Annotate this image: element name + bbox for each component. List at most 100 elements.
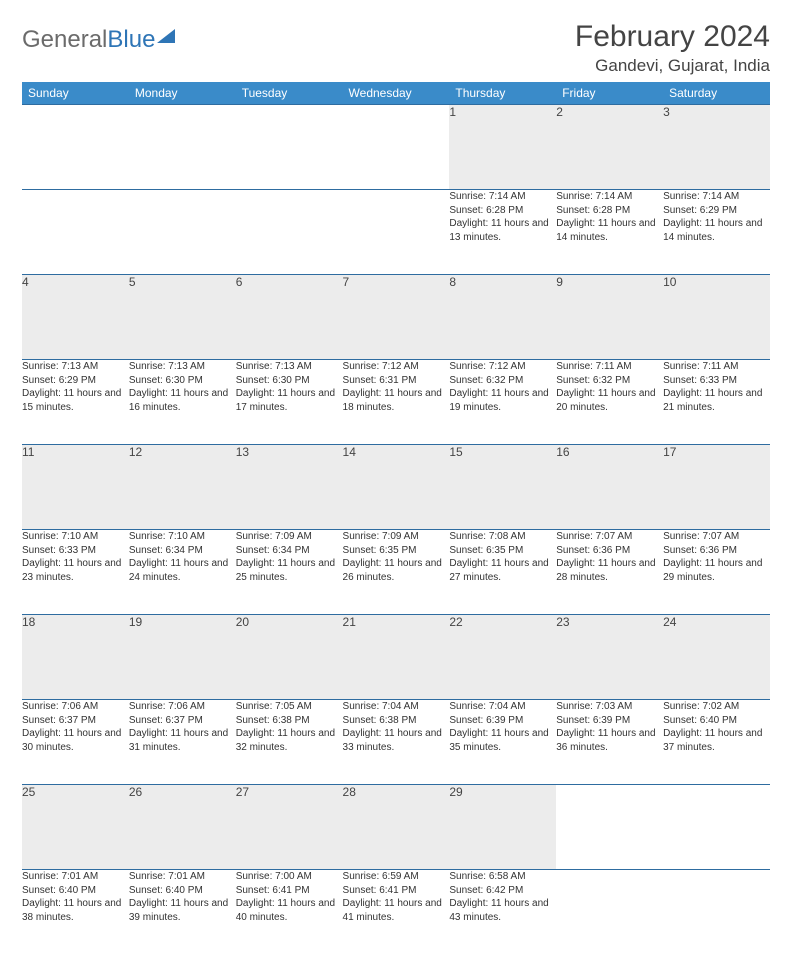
daylight-line: Daylight: 11 hours and 14 minutes. bbox=[556, 217, 663, 244]
day-detail-cell: Sunrise: 7:13 AMSunset: 6:30 PMDaylight:… bbox=[236, 360, 343, 445]
sunrise-line: Sunrise: 7:04 AM bbox=[449, 700, 556, 714]
day-number-cell: 29 bbox=[449, 785, 556, 870]
sunset-line: Sunset: 6:32 PM bbox=[556, 374, 663, 388]
sunset-line: Sunset: 6:38 PM bbox=[236, 714, 343, 728]
day-detail-cell: Sunrise: 7:14 AMSunset: 6:28 PMDaylight:… bbox=[556, 190, 663, 275]
daylight-line: Daylight: 11 hours and 43 minutes. bbox=[449, 897, 556, 924]
day-detail-cell: Sunrise: 7:13 AMSunset: 6:29 PMDaylight:… bbox=[22, 360, 129, 445]
day-detail-row: Sunrise: 7:06 AMSunset: 6:37 PMDaylight:… bbox=[22, 700, 770, 785]
sunrise-line: Sunrise: 7:11 AM bbox=[556, 360, 663, 374]
weekday-header: Monday bbox=[129, 82, 236, 105]
day-number-cell: 13 bbox=[236, 445, 343, 530]
daylight-line: Daylight: 11 hours and 41 minutes. bbox=[343, 897, 450, 924]
daylight-line: Daylight: 11 hours and 31 minutes. bbox=[129, 727, 236, 754]
daylight-line: Daylight: 11 hours and 20 minutes. bbox=[556, 387, 663, 414]
day-number-cell: 11 bbox=[22, 445, 129, 530]
daylight-line: Daylight: 11 hours and 26 minutes. bbox=[343, 557, 450, 584]
sunrise-line: Sunrise: 7:10 AM bbox=[22, 530, 129, 544]
day-detail-cell: Sunrise: 7:11 AMSunset: 6:33 PMDaylight:… bbox=[663, 360, 770, 445]
day-number-cell bbox=[343, 105, 450, 190]
day-number-cell: 24 bbox=[663, 615, 770, 700]
sunset-line: Sunset: 6:41 PM bbox=[236, 884, 343, 898]
day-detail-cell: Sunrise: 7:08 AMSunset: 6:35 PMDaylight:… bbox=[449, 530, 556, 615]
daylight-line: Daylight: 11 hours and 19 minutes. bbox=[449, 387, 556, 414]
weekday-header: Saturday bbox=[663, 82, 770, 105]
day-detail-cell: Sunrise: 7:10 AMSunset: 6:34 PMDaylight:… bbox=[129, 530, 236, 615]
calendar-table: SundayMondayTuesdayWednesdayThursdayFrid… bbox=[22, 82, 770, 955]
logo-triangle-icon bbox=[157, 29, 175, 43]
day-detail-cell: Sunrise: 7:06 AMSunset: 6:37 PMDaylight:… bbox=[129, 700, 236, 785]
sunrise-line: Sunrise: 7:01 AM bbox=[22, 870, 129, 884]
day-number-cell: 25 bbox=[22, 785, 129, 870]
day-number-cell: 17 bbox=[663, 445, 770, 530]
sunset-line: Sunset: 6:34 PM bbox=[236, 544, 343, 558]
sunrise-line: Sunrise: 7:10 AM bbox=[129, 530, 236, 544]
day-detail-row: Sunrise: 7:14 AMSunset: 6:28 PMDaylight:… bbox=[22, 190, 770, 275]
sunrise-line: Sunrise: 7:09 AM bbox=[343, 530, 450, 544]
day-detail-cell: Sunrise: 7:09 AMSunset: 6:34 PMDaylight:… bbox=[236, 530, 343, 615]
daylight-line: Daylight: 11 hours and 13 minutes. bbox=[449, 217, 556, 244]
daylight-line: Daylight: 11 hours and 25 minutes. bbox=[236, 557, 343, 584]
sunrise-line: Sunrise: 7:09 AM bbox=[236, 530, 343, 544]
day-number-cell bbox=[129, 105, 236, 190]
day-detail-cell bbox=[663, 870, 770, 955]
daylight-line: Daylight: 11 hours and 14 minutes. bbox=[663, 217, 770, 244]
daylight-line: Daylight: 11 hours and 38 minutes. bbox=[22, 897, 129, 924]
day-detail-cell: Sunrise: 7:01 AMSunset: 6:40 PMDaylight:… bbox=[129, 870, 236, 955]
weekday-header: Sunday bbox=[22, 82, 129, 105]
weekday-header: Thursday bbox=[449, 82, 556, 105]
logo: GeneralBlue bbox=[22, 26, 175, 54]
day-number-cell: 26 bbox=[129, 785, 236, 870]
sunset-line: Sunset: 6:35 PM bbox=[449, 544, 556, 558]
sunset-line: Sunset: 6:34 PM bbox=[129, 544, 236, 558]
day-number-cell: 1 bbox=[449, 105, 556, 190]
daylight-line: Daylight: 11 hours and 29 minutes. bbox=[663, 557, 770, 584]
sunrise-line: Sunrise: 7:03 AM bbox=[556, 700, 663, 714]
day-detail-row: Sunrise: 7:01 AMSunset: 6:40 PMDaylight:… bbox=[22, 870, 770, 955]
sunrise-line: Sunrise: 7:07 AM bbox=[663, 530, 770, 544]
daylight-line: Daylight: 11 hours and 36 minutes. bbox=[556, 727, 663, 754]
sunrise-line: Sunrise: 7:13 AM bbox=[22, 360, 129, 374]
weekday-header-row: SundayMondayTuesdayWednesdayThursdayFrid… bbox=[22, 82, 770, 105]
weekday-header: Wednesday bbox=[343, 82, 450, 105]
sunset-line: Sunset: 6:39 PM bbox=[556, 714, 663, 728]
day-detail-cell: Sunrise: 7:11 AMSunset: 6:32 PMDaylight:… bbox=[556, 360, 663, 445]
sunset-line: Sunset: 6:32 PM bbox=[449, 374, 556, 388]
sunrise-line: Sunrise: 7:04 AM bbox=[343, 700, 450, 714]
sunrise-line: Sunrise: 7:07 AM bbox=[556, 530, 663, 544]
day-number-cell: 19 bbox=[129, 615, 236, 700]
daylight-line: Daylight: 11 hours and 16 minutes. bbox=[129, 387, 236, 414]
sunset-line: Sunset: 6:28 PM bbox=[556, 204, 663, 218]
day-detail-cell: Sunrise: 7:00 AMSunset: 6:41 PMDaylight:… bbox=[236, 870, 343, 955]
day-number-cell: 16 bbox=[556, 445, 663, 530]
daylight-line: Daylight: 11 hours and 17 minutes. bbox=[236, 387, 343, 414]
day-number-cell: 10 bbox=[663, 275, 770, 360]
daylight-line: Daylight: 11 hours and 40 minutes. bbox=[236, 897, 343, 924]
day-number-row: 18192021222324 bbox=[22, 615, 770, 700]
sunset-line: Sunset: 6:33 PM bbox=[22, 544, 129, 558]
sunset-line: Sunset: 6:39 PM bbox=[449, 714, 556, 728]
sunset-line: Sunset: 6:40 PM bbox=[22, 884, 129, 898]
day-detail-cell: Sunrise: 7:07 AMSunset: 6:36 PMDaylight:… bbox=[663, 530, 770, 615]
day-number-cell: 27 bbox=[236, 785, 343, 870]
sunset-line: Sunset: 6:40 PM bbox=[663, 714, 770, 728]
sunrise-line: Sunrise: 7:08 AM bbox=[449, 530, 556, 544]
day-number-cell: 7 bbox=[343, 275, 450, 360]
daylight-line: Daylight: 11 hours and 32 minutes. bbox=[236, 727, 343, 754]
day-detail-cell: Sunrise: 7:07 AMSunset: 6:36 PMDaylight:… bbox=[556, 530, 663, 615]
logo-text-2: Blue bbox=[107, 26, 155, 54]
day-number-row: 45678910 bbox=[22, 275, 770, 360]
day-detail-cell: Sunrise: 7:04 AMSunset: 6:38 PMDaylight:… bbox=[343, 700, 450, 785]
daylight-line: Daylight: 11 hours and 30 minutes. bbox=[22, 727, 129, 754]
day-number-cell: 2 bbox=[556, 105, 663, 190]
day-detail-cell: Sunrise: 7:01 AMSunset: 6:40 PMDaylight:… bbox=[22, 870, 129, 955]
sunset-line: Sunset: 6:40 PM bbox=[129, 884, 236, 898]
sunrise-line: Sunrise: 7:13 AM bbox=[129, 360, 236, 374]
day-number-row: 123 bbox=[22, 105, 770, 190]
daylight-line: Daylight: 11 hours and 24 minutes. bbox=[129, 557, 236, 584]
day-detail-cell: Sunrise: 7:05 AMSunset: 6:38 PMDaylight:… bbox=[236, 700, 343, 785]
sunrise-line: Sunrise: 6:59 AM bbox=[343, 870, 450, 884]
sunset-line: Sunset: 6:31 PM bbox=[343, 374, 450, 388]
day-detail-cell: Sunrise: 6:59 AMSunset: 6:41 PMDaylight:… bbox=[343, 870, 450, 955]
header: GeneralBlue February 2024 Gandevi, Gujar… bbox=[22, 20, 770, 76]
